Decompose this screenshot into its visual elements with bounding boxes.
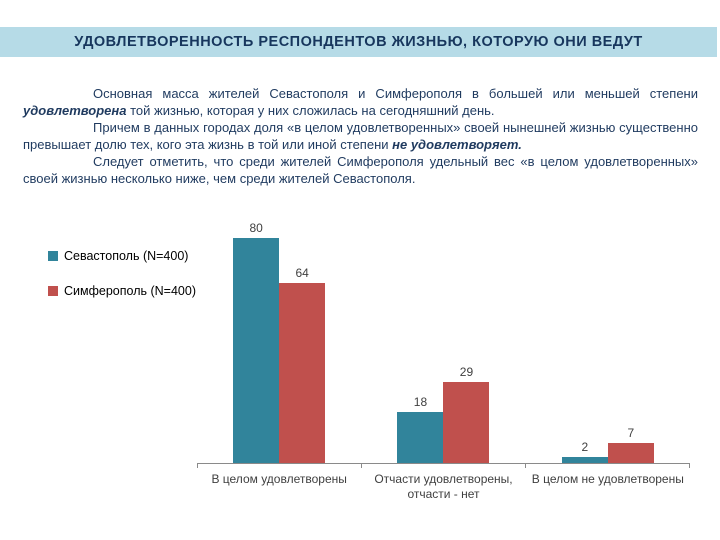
bar-series1-cat2 xyxy=(607,443,654,463)
legend-label: Симферополь (N=400) xyxy=(64,284,196,298)
bar-series0-cat0 xyxy=(233,238,280,463)
axis-tick xyxy=(689,463,690,468)
bar-value-label: 64 xyxy=(295,266,309,280)
bar-group: 18 29 xyxy=(361,365,525,463)
x-axis-line xyxy=(197,463,690,464)
bar-wrap: 7 xyxy=(607,426,654,463)
bar-series1-cat1 xyxy=(443,382,490,463)
bar-value-label: 2 xyxy=(581,440,589,454)
bar-wrap: 80 xyxy=(233,221,280,463)
paragraph-1-emphasis: удовлетворена xyxy=(23,103,127,118)
legend-label: Севастополь (N=400) xyxy=(64,249,189,263)
legend-item: Симферополь (N=400) xyxy=(48,282,196,300)
category-label: В целом удовлетворены xyxy=(211,472,347,486)
bar-series1-cat0 xyxy=(279,283,326,463)
legend-swatch-icon xyxy=(48,251,58,261)
paragraph-3-text: Следует отметить, что среди жителей Симф… xyxy=(23,154,698,186)
axis-tick xyxy=(197,463,198,468)
axis-ticks xyxy=(197,463,690,469)
paragraph-2-text: Причем в данных городах доля «в целом уд… xyxy=(23,120,698,152)
title-banner: УДОВЛЕТВОРЕННОСТЬ РЕСПОНДЕНТОВ ЖИЗНЬЮ, К… xyxy=(0,27,717,57)
paragraph-3: Следует отметить, что среди жителей Симф… xyxy=(23,153,698,187)
bar-value-label: 80 xyxy=(249,221,263,235)
paragraph-2-emphasis: не удовлетворяет. xyxy=(392,137,522,152)
axis-tick xyxy=(525,463,526,468)
legend: Севастополь (N=400) Симферополь (N=400) xyxy=(48,247,196,317)
chart-plot: 80 64 18 29 2 7 xyxy=(197,218,690,463)
page-title: УДОВЛЕТВОРЕННОСТЬ РЕСПОНДЕНТОВ ЖИЗНЬЮ, К… xyxy=(74,34,643,50)
paragraph-2: Причем в данных городах доля «в целом уд… xyxy=(23,119,698,153)
bar-value-label: 29 xyxy=(459,365,474,379)
body-text: Основная масса жителей Севастополя и Сим… xyxy=(23,85,698,187)
category-labels: В целом удовлетворены Отчасти удовлетворе… xyxy=(197,472,690,502)
bar-wrap: 2 xyxy=(561,440,608,463)
bar-wrap: 29 xyxy=(443,365,490,463)
bar-value-label: 7 xyxy=(627,426,635,440)
category-label: Отчасти удовлетворены, отчасти - нет xyxy=(374,472,513,501)
bar-series0-cat1 xyxy=(397,412,444,463)
bar-wrap: 18 xyxy=(397,395,444,463)
bar-series0-cat2 xyxy=(561,457,608,463)
axis-tick xyxy=(361,463,362,468)
bar-wrap: 64 xyxy=(279,266,326,463)
paragraph-1: Основная масса жителей Севастополя и Сим… xyxy=(23,85,698,119)
category-label: В целом не удовлетворены xyxy=(531,472,684,486)
legend-swatch-icon xyxy=(48,286,58,296)
bar-value-label: 18 xyxy=(413,395,428,409)
paragraph-1-text: Основная масса жителей Севастополя и Сим… xyxy=(93,86,698,101)
paragraph-1-tail: той жизнью, которая у них сложилась на с… xyxy=(126,103,495,118)
legend-item: Севастополь (N=400) xyxy=(48,247,196,265)
bar-group: 80 64 xyxy=(197,221,361,463)
